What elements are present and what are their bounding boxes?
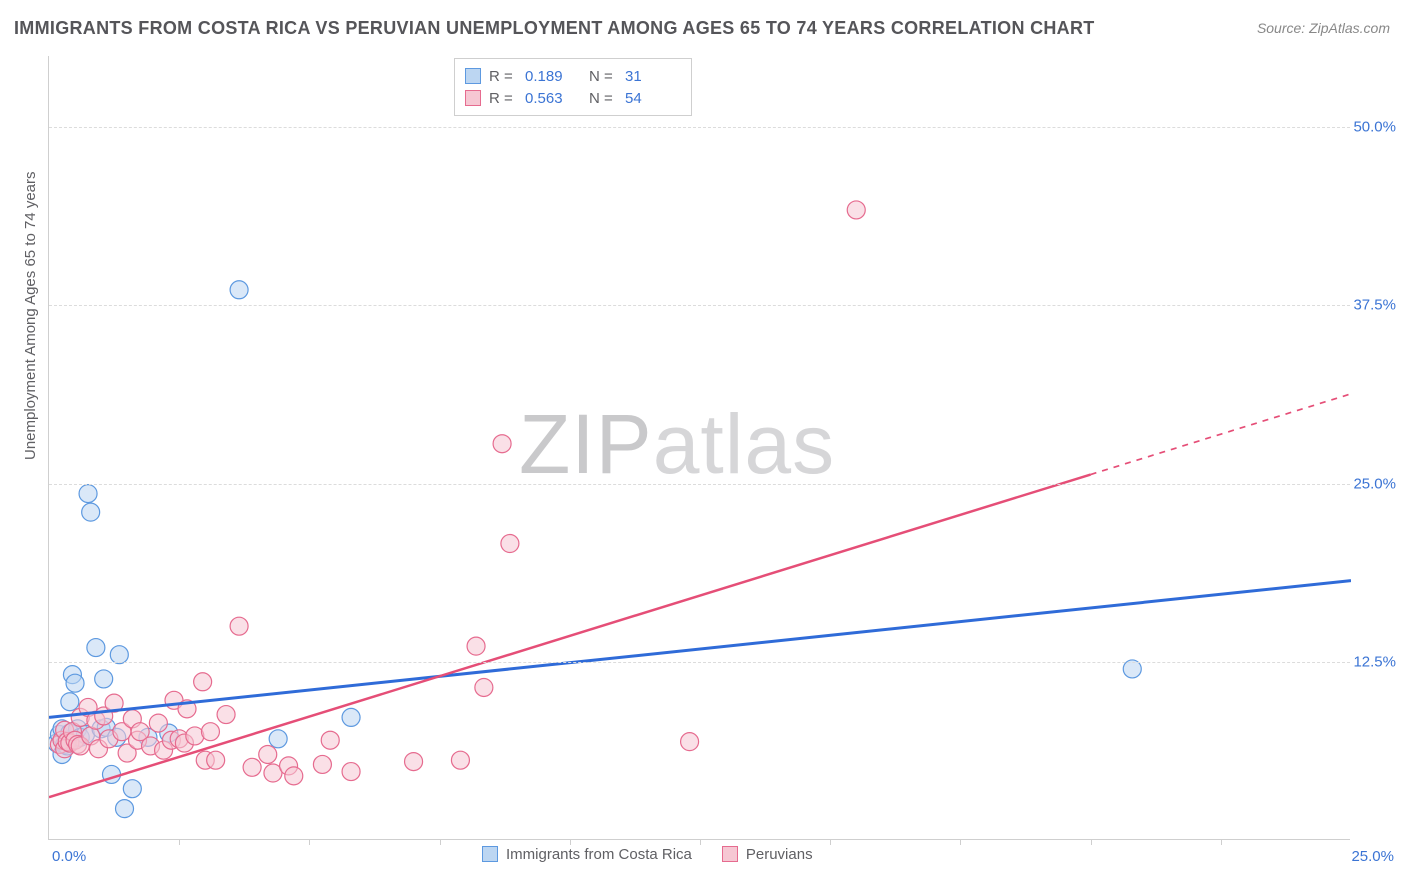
y-tick-label: 25.0% <box>1353 475 1396 492</box>
legend-r-label-0: R = <box>489 68 517 85</box>
scatter-point <box>405 753 423 771</box>
legend-series-label-0: Immigrants from Costa Rica <box>506 846 692 863</box>
legend-stats-row-1: R = 0.563 N = 54 <box>465 87 681 109</box>
legend-r-value-0: 0.189 <box>525 68 581 85</box>
scatter-point <box>467 637 485 655</box>
scatter-point <box>230 617 248 635</box>
legend-stats-row-0: R = 0.189 N = 31 <box>465 65 681 87</box>
legend-swatch-0 <box>482 846 498 862</box>
legend-series-label-1: Peruvians <box>746 846 813 863</box>
x-tick-mark <box>1221 839 1222 845</box>
legend-series: Immigrants from Costa Rica Peruvians <box>482 846 813 863</box>
legend-swatch-1 <box>722 846 738 862</box>
y-axis-label: Unemployment Among Ages 65 to 74 years <box>22 171 39 460</box>
legend-series-item-0: Immigrants from Costa Rica <box>482 846 692 863</box>
x-tick-origin: 0.0% <box>52 848 86 865</box>
legend-n-label-1: N = <box>589 90 617 107</box>
scatter-point <box>87 639 105 657</box>
x-tick-mark <box>179 839 180 845</box>
legend-swatch-blue <box>465 68 481 84</box>
x-tick-mark <box>440 839 441 845</box>
legend-r-label-1: R = <box>489 90 517 107</box>
x-tick-mark <box>570 839 571 845</box>
scatter-svg <box>49 56 1351 840</box>
scatter-point <box>149 714 167 732</box>
scatter-point <box>451 751 469 769</box>
scatter-point <box>123 780 141 798</box>
scatter-point <box>321 731 339 749</box>
x-tick-mark <box>700 839 701 845</box>
scatter-point <box>285 767 303 785</box>
trend-line-dashed <box>1091 394 1351 475</box>
scatter-point <box>269 730 287 748</box>
scatter-point <box>79 485 97 503</box>
x-tick-mark <box>830 839 831 845</box>
legend-swatch-pink <box>465 90 481 106</box>
legend-stats: R = 0.189 N = 31 R = 0.563 N = 54 <box>454 58 692 116</box>
scatter-point <box>217 706 235 724</box>
scatter-point <box>116 800 134 818</box>
legend-r-value-1: 0.563 <box>525 90 581 107</box>
legend-n-value-1: 54 <box>625 90 681 107</box>
scatter-point <box>82 503 100 521</box>
scatter-point <box>61 693 79 711</box>
legend-n-label-0: N = <box>589 68 617 85</box>
scatter-point <box>681 733 699 751</box>
x-tick-mark <box>1091 839 1092 845</box>
grid-line <box>49 484 1350 485</box>
scatter-point <box>313 755 331 773</box>
scatter-point <box>207 751 225 769</box>
scatter-point <box>342 763 360 781</box>
grid-line <box>49 662 1350 663</box>
trend-line <box>49 581 1351 718</box>
grid-line <box>49 305 1350 306</box>
scatter-point <box>194 673 212 691</box>
scatter-point <box>230 281 248 299</box>
scatter-point <box>847 201 865 219</box>
scatter-point <box>66 674 84 692</box>
scatter-point <box>95 670 113 688</box>
plot-area: ZIPatlas <box>48 56 1350 840</box>
x-tick-mark <box>309 839 310 845</box>
scatter-point <box>201 723 219 741</box>
x-tick-max: 25.0% <box>1351 848 1394 865</box>
scatter-point <box>501 535 519 553</box>
scatter-point <box>259 745 277 763</box>
legend-n-value-0: 31 <box>625 68 681 85</box>
grid-line <box>49 127 1350 128</box>
scatter-point <box>342 708 360 726</box>
scatter-point <box>243 758 261 776</box>
y-tick-label: 50.0% <box>1353 119 1396 136</box>
chart-title: IMMIGRANTS FROM COSTA RICA VS PERUVIAN U… <box>14 18 1095 39</box>
scatter-point <box>493 435 511 453</box>
legend-series-item-1: Peruvians <box>722 846 813 863</box>
scatter-point <box>475 678 493 696</box>
y-tick-label: 12.5% <box>1353 653 1396 670</box>
x-tick-mark <box>960 839 961 845</box>
trend-line-solid <box>49 475 1091 798</box>
y-tick-label: 37.5% <box>1353 297 1396 314</box>
source-attribution: Source: ZipAtlas.com <box>1257 20 1390 36</box>
